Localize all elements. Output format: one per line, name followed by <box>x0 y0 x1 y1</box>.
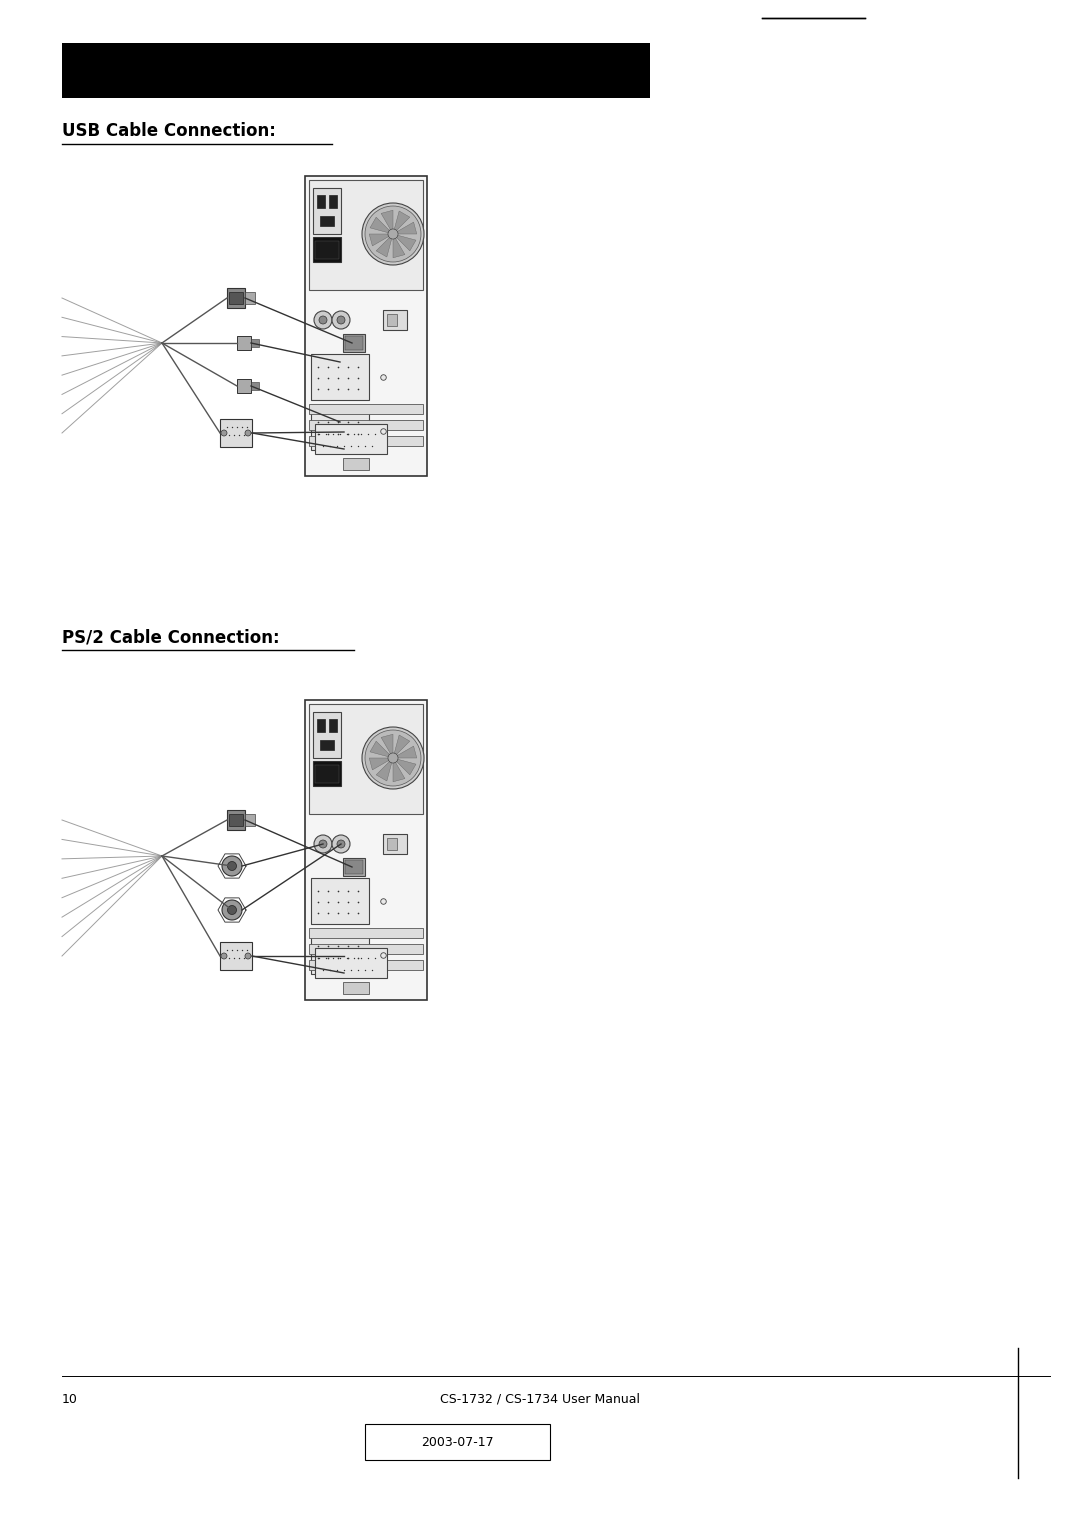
Bar <box>345 336 363 350</box>
Bar <box>309 420 423 429</box>
Bar <box>309 403 423 414</box>
Bar <box>220 419 252 448</box>
Circle shape <box>362 203 424 264</box>
Circle shape <box>388 753 399 762</box>
Bar <box>313 761 341 785</box>
Circle shape <box>228 906 237 914</box>
Bar <box>318 196 325 208</box>
Bar <box>313 237 341 261</box>
Circle shape <box>332 834 350 853</box>
Bar <box>251 382 259 390</box>
Bar <box>320 215 334 226</box>
Bar <box>343 859 365 876</box>
Bar <box>245 292 255 304</box>
Bar <box>229 292 243 304</box>
Bar <box>343 983 369 995</box>
Bar <box>387 837 397 850</box>
Bar <box>305 700 427 999</box>
Polygon shape <box>393 234 416 251</box>
Bar <box>311 413 369 451</box>
Bar <box>329 196 337 208</box>
Bar <box>311 879 369 924</box>
Circle shape <box>221 429 227 435</box>
Polygon shape <box>393 758 416 775</box>
Text: USB Cable Connection:: USB Cable Connection: <box>62 122 275 141</box>
Bar <box>320 740 334 750</box>
Circle shape <box>365 730 421 785</box>
Bar <box>315 240 339 260</box>
Bar <box>309 180 423 290</box>
Bar <box>343 335 365 351</box>
Bar <box>311 354 369 400</box>
Bar <box>227 287 245 309</box>
Bar <box>245 814 255 827</box>
Polygon shape <box>370 217 393 234</box>
Polygon shape <box>381 211 393 234</box>
Bar <box>345 860 363 874</box>
Circle shape <box>222 856 242 876</box>
Circle shape <box>221 953 227 960</box>
Bar <box>309 960 423 970</box>
Polygon shape <box>393 211 409 234</box>
Bar <box>313 188 341 234</box>
Circle shape <box>332 312 350 329</box>
Circle shape <box>245 429 251 435</box>
Bar <box>318 720 325 732</box>
Circle shape <box>319 316 327 324</box>
Circle shape <box>337 316 345 324</box>
Text: CS-1732 / CS-1734 User Manual: CS-1732 / CS-1734 User Manual <box>440 1394 640 1406</box>
Text: 10: 10 <box>62 1394 78 1406</box>
Bar <box>313 712 341 758</box>
Bar <box>62 43 650 98</box>
Bar <box>343 458 369 471</box>
Bar <box>383 834 407 854</box>
Circle shape <box>362 727 424 788</box>
Bar <box>251 339 259 347</box>
Bar <box>311 937 369 973</box>
Polygon shape <box>393 735 409 758</box>
Bar <box>227 810 245 830</box>
Bar <box>309 704 423 814</box>
Bar <box>365 1424 550 1459</box>
Polygon shape <box>369 758 393 770</box>
Bar <box>237 336 251 350</box>
Bar <box>315 423 387 454</box>
Circle shape <box>222 900 242 920</box>
Text: PS/2 Cable Connection:: PS/2 Cable Connection: <box>62 628 280 646</box>
Bar <box>315 947 387 978</box>
Bar <box>229 814 243 827</box>
Bar <box>387 313 397 325</box>
Circle shape <box>337 840 345 848</box>
Bar <box>315 764 339 782</box>
Circle shape <box>228 862 237 871</box>
Polygon shape <box>376 758 393 781</box>
Bar <box>237 379 251 393</box>
Bar <box>309 435 423 446</box>
Circle shape <box>365 206 421 261</box>
Polygon shape <box>369 234 393 246</box>
Polygon shape <box>381 733 393 758</box>
Bar <box>329 720 337 732</box>
Text: 2003-07-17: 2003-07-17 <box>421 1435 494 1449</box>
Bar <box>383 310 407 330</box>
Bar <box>309 944 423 953</box>
Circle shape <box>245 953 251 960</box>
Bar <box>220 941 252 970</box>
Polygon shape <box>393 758 405 782</box>
Polygon shape <box>393 234 405 258</box>
Circle shape <box>319 840 327 848</box>
Circle shape <box>314 834 332 853</box>
Polygon shape <box>393 222 417 234</box>
Bar <box>305 176 427 477</box>
Circle shape <box>314 312 332 329</box>
Bar <box>309 927 423 938</box>
Polygon shape <box>393 746 417 758</box>
Circle shape <box>388 229 399 238</box>
Polygon shape <box>376 234 393 257</box>
Polygon shape <box>370 741 393 758</box>
